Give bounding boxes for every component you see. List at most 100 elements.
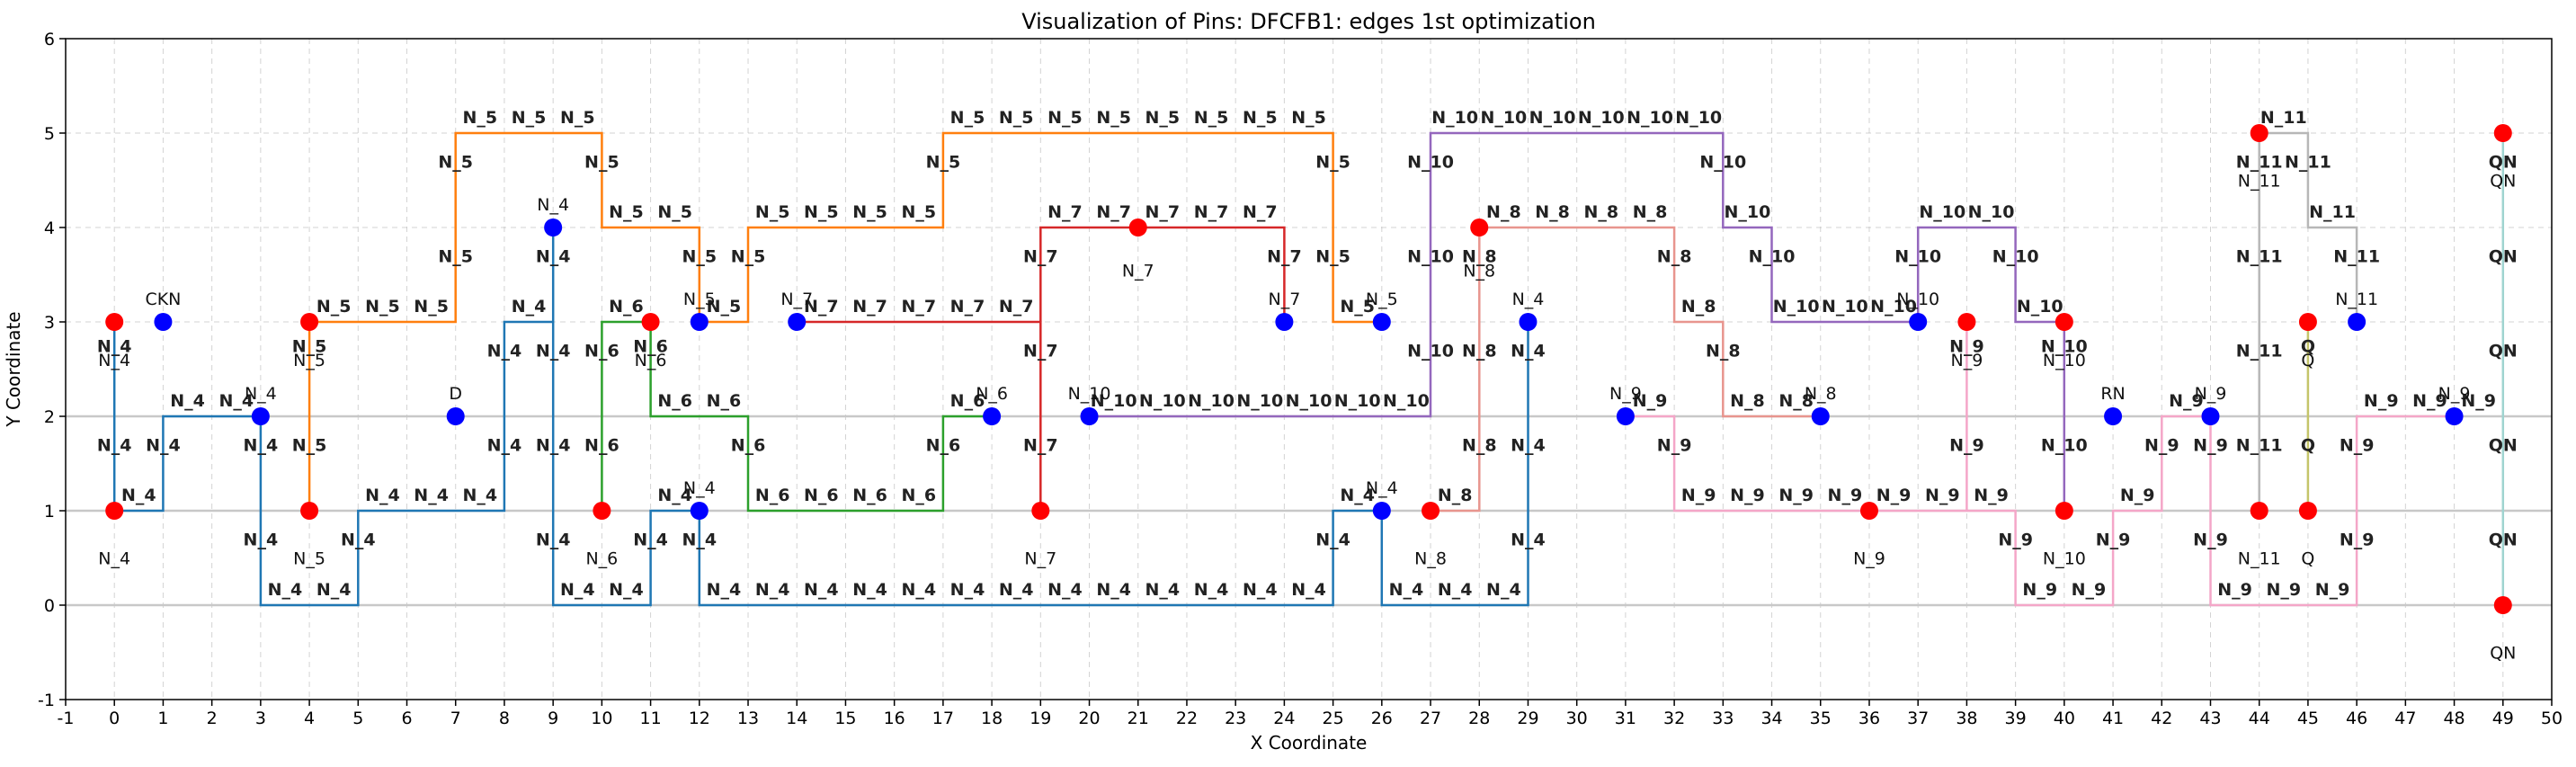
blue-pin	[2348, 313, 2367, 331]
edge-label: N_4	[804, 580, 839, 600]
edge-label: N_4	[536, 436, 571, 456]
edge-label: N_9	[2412, 391, 2447, 411]
route-line-n-8	[1431, 226, 1821, 513]
edge-label: N_8	[1778, 391, 1814, 411]
x-tick-label: 44	[2249, 709, 2270, 728]
x-tick-label: 29	[1517, 709, 1538, 728]
x-tick-label: 23	[1225, 709, 1246, 728]
edge-label: N_7	[1023, 342, 1058, 361]
edge-label: N_4	[1389, 580, 1424, 600]
pin-label: N_5	[293, 549, 325, 569]
edge-label: N_9	[2096, 531, 2131, 550]
red-pin	[2493, 596, 2512, 614]
pin-labels: N_4N_4CKNN_4N_5N_5DN_4N_6N_6N_5N_4N_7N_6…	[98, 172, 2516, 664]
edge-label: N_9	[2217, 580, 2252, 600]
edge-label: N_6	[657, 391, 692, 411]
y-tick-label: 6	[44, 30, 55, 49]
blue-pin	[2445, 407, 2464, 425]
edge-label: N_10	[1188, 391, 1235, 411]
edge-label: N_5	[438, 247, 473, 267]
edge-label: Q	[2301, 436, 2315, 456]
edge-label: N_4	[1315, 531, 1350, 550]
edge-label: N_7	[1096, 202, 1131, 222]
blue-pin	[1909, 313, 1928, 331]
edge-label: N_10	[1407, 153, 1454, 173]
edge-label: N_5	[365, 297, 400, 317]
edge-label: N_4	[852, 580, 887, 600]
pin-label: N_4	[98, 549, 130, 569]
blue-pin	[690, 313, 709, 331]
edge-label: N_7	[1023, 436, 1058, 456]
x-axis-label: X Coordinate	[1251, 732, 1368, 754]
x-tick-label: 25	[1323, 709, 1344, 728]
x-tick-label: 34	[1760, 709, 1782, 728]
edge-label: N_7	[999, 297, 1034, 317]
red-pin	[1957, 313, 1976, 331]
edge-label: N_5	[1096, 108, 1131, 128]
pin-label: N_6	[976, 384, 1008, 404]
pin-label: N_8	[1463, 261, 1495, 281]
pin-label: N_4	[1366, 478, 1398, 498]
edge-label: N_10	[1091, 391, 1137, 411]
edge-label: N_11	[2260, 108, 2307, 128]
edge-label: N_4	[97, 436, 132, 456]
edge-label: N_6	[852, 486, 887, 505]
blue-pin	[446, 407, 465, 425]
edge-label: N_9	[2169, 391, 2204, 411]
edge-label: N_4	[536, 531, 571, 550]
edge-label: N_9	[2072, 580, 2107, 600]
edge-label: N_6	[804, 486, 839, 505]
pin-label: N_10	[1068, 384, 1111, 404]
x-tick-label: 6	[401, 709, 412, 728]
edge-label: N_9	[1730, 486, 1765, 505]
edge-label: N_5	[804, 202, 839, 222]
edge-label: N_5	[463, 108, 498, 128]
red-pin	[105, 313, 124, 331]
edge-label: N_10	[1286, 391, 1333, 411]
edge-label: N_11	[2309, 202, 2356, 222]
edge-label: N_6	[633, 336, 668, 356]
x-tick-label: 16	[884, 709, 905, 728]
x-tick-label: 18	[981, 709, 1003, 728]
edge-label: N_7	[901, 297, 936, 317]
edge-label: N_4	[1486, 580, 1521, 600]
edge-label: N_5	[1047, 108, 1083, 128]
edge-label: N_5	[999, 108, 1034, 128]
edge-label: N_5	[755, 202, 790, 222]
edge-label: N_8	[1462, 247, 1497, 267]
edge-label: N_4	[1291, 580, 1326, 600]
edge-label: N_8	[1535, 202, 1570, 222]
x-tick-label: 48	[2443, 709, 2465, 728]
route-line-n-7	[1039, 226, 1286, 322]
y-tick-label: 1	[44, 502, 55, 522]
edge-label: N_7	[950, 297, 985, 317]
edge-label: N_11	[2285, 153, 2331, 173]
x-tick-label: 49	[2492, 709, 2514, 728]
blue-pin	[1372, 502, 1391, 520]
edge-label: N_8	[1438, 486, 1473, 505]
edge-label: N_4	[950, 580, 985, 600]
pin-label: QN	[2490, 644, 2516, 664]
edge-label: N_9	[2120, 486, 2155, 505]
edge-label: N_8	[1681, 297, 1716, 317]
edge-label: N_10	[1139, 391, 1186, 411]
blue-pin	[2104, 407, 2123, 425]
x-tick-label: 13	[737, 709, 759, 728]
edge-label: N_10	[1334, 391, 1381, 411]
edge-label: N_4	[1340, 486, 1375, 505]
pin-label: N_4	[245, 384, 277, 404]
x-tick-label: 26	[1371, 709, 1393, 728]
x-tick-label: 19	[1030, 709, 1051, 728]
edge-label: N_9	[2267, 580, 2302, 600]
blue-pin	[1080, 407, 1099, 425]
red-pin	[2298, 502, 2317, 520]
x-tick-label: 24	[1273, 709, 1295, 728]
edge-label: N_6	[707, 391, 742, 411]
edge-label: N_6	[584, 436, 619, 456]
edge-label: N_5	[292, 436, 327, 456]
edge-label: N_9	[1998, 531, 2033, 550]
edge-label: N_10	[1992, 247, 2039, 267]
edge-label: N_9	[1949, 336, 1984, 356]
edge-label: N_7	[1145, 202, 1181, 222]
route-line-n-10	[1089, 131, 2066, 511]
